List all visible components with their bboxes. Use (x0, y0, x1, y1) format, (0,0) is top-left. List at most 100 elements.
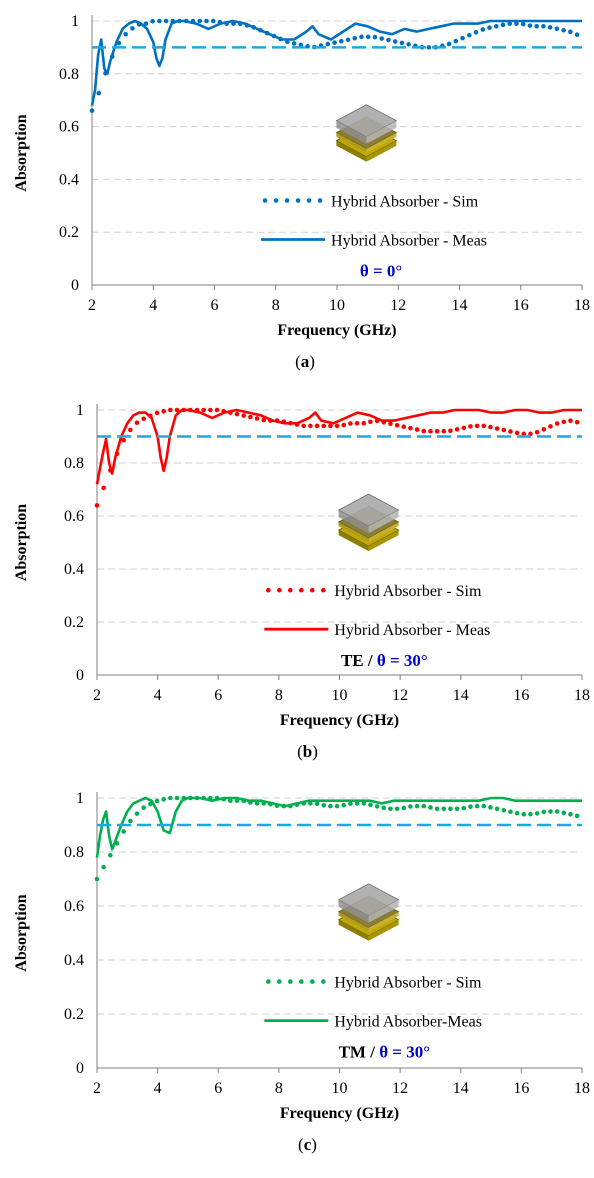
absorber-illustration (337, 883, 400, 941)
sim-point (394, 422, 400, 428)
sim-point (441, 428, 447, 434)
sim-point (228, 798, 233, 803)
sim-point (514, 430, 520, 436)
sim-point (328, 803, 333, 809)
angle-annotation: TE / θ = 30° (341, 651, 428, 670)
sim-point (521, 811, 527, 817)
x-axis-title: Frequency (GHz) (280, 712, 399, 729)
legend-entry: Hybrid Absorber - Sim (266, 975, 482, 992)
y-tick-label: 0.2 (64, 614, 84, 631)
legend-swatch-dot (321, 587, 326, 593)
y-tick-label: 0 (76, 667, 84, 684)
sim-point (210, 18, 216, 24)
sim-point (534, 23, 539, 29)
sim-point (501, 807, 507, 813)
x-tick-label: 10 (332, 687, 348, 704)
y-axis-title: Absorption (13, 894, 30, 971)
sim-point (508, 809, 513, 815)
legend-label: Hybrid Absorber - Meas (331, 233, 487, 250)
sim-point (441, 806, 447, 812)
sim-point (520, 21, 526, 27)
sim-point (448, 806, 453, 812)
sim-point (354, 801, 360, 806)
sim-point (348, 801, 353, 806)
sim-point (488, 805, 493, 810)
sim-point (325, 41, 331, 47)
sim-point (143, 21, 149, 26)
sim-point (541, 23, 546, 29)
x-tick-label: 2 (93, 1080, 101, 1097)
sim-point (554, 421, 560, 426)
sim-point (408, 804, 413, 809)
sim-point (354, 420, 360, 426)
sim-point (461, 425, 467, 431)
legend: Hybrid Absorber - Sim Hybrid Absorber - M… (264, 583, 490, 639)
series-sim-points (89, 18, 580, 114)
sim-point (554, 809, 560, 814)
y-tick-label: 0.2 (59, 224, 79, 241)
sim-point (568, 29, 573, 35)
sim-point (574, 32, 580, 38)
sim-point (386, 37, 391, 43)
legend-entry: Hybrid Absorber - Meas (264, 622, 490, 639)
sim-point (168, 795, 173, 801)
absorber-illustration (335, 104, 398, 162)
sim-point (134, 811, 140, 816)
sim-point (574, 419, 580, 425)
sim-point (401, 805, 407, 811)
sim-point (121, 829, 126, 834)
sim-point (130, 26, 135, 31)
legend-swatch-dot (306, 198, 312, 203)
sim-point (388, 421, 393, 427)
legend-label: Hybrid Absorber - Sim (334, 583, 482, 600)
x-tick-label: 8 (272, 297, 280, 314)
sim-point (453, 38, 459, 44)
series-meas-line (95, 796, 582, 858)
absorber-illustration (337, 493, 400, 552)
series-sim-points (94, 795, 580, 882)
sim-point (379, 36, 385, 41)
legend-label: Hybrid Absorber - Sim (331, 194, 479, 211)
series-meas-line (95, 408, 582, 485)
sim-point (154, 798, 160, 804)
sim-point (561, 810, 567, 816)
sim-point (234, 411, 240, 417)
sim-point (527, 23, 533, 28)
sim-point (321, 423, 327, 429)
sim-point (392, 39, 398, 44)
sim-point (174, 407, 180, 413)
y-tick-label: 0.4 (64, 561, 84, 578)
sim-point (154, 410, 160, 416)
sim-point (514, 21, 519, 26)
sim-point (308, 423, 313, 429)
legend-entry: Hybrid Absorber-Meas (264, 1014, 482, 1031)
legend-swatch-dot (277, 587, 282, 593)
sim-point (94, 876, 100, 882)
sim-point (372, 34, 378, 40)
x-tick-label: 6 (211, 297, 219, 314)
sim-point (474, 423, 480, 429)
sim-point (150, 18, 155, 24)
sim-point (514, 810, 520, 816)
sim-point (428, 428, 433, 434)
sim-point (157, 18, 162, 24)
sim-point (528, 811, 533, 817)
x-axis-title: Frequency (GHz) (277, 322, 396, 339)
sim-point (428, 805, 433, 810)
y-tick-label: 0.8 (64, 455, 84, 472)
sim-point (406, 42, 411, 47)
sim-point (197, 18, 203, 24)
sim-point (473, 30, 479, 35)
sim-point (454, 427, 460, 432)
sim-point (348, 421, 353, 426)
sim-point (500, 22, 506, 28)
legend-swatch-dot (288, 587, 293, 593)
panel-label: (a) (295, 352, 315, 371)
sim-point (361, 801, 367, 806)
sim-point (394, 806, 400, 812)
sim-point (368, 419, 373, 425)
sim-point (341, 802, 347, 808)
x-tick-label: 18 (574, 297, 590, 314)
